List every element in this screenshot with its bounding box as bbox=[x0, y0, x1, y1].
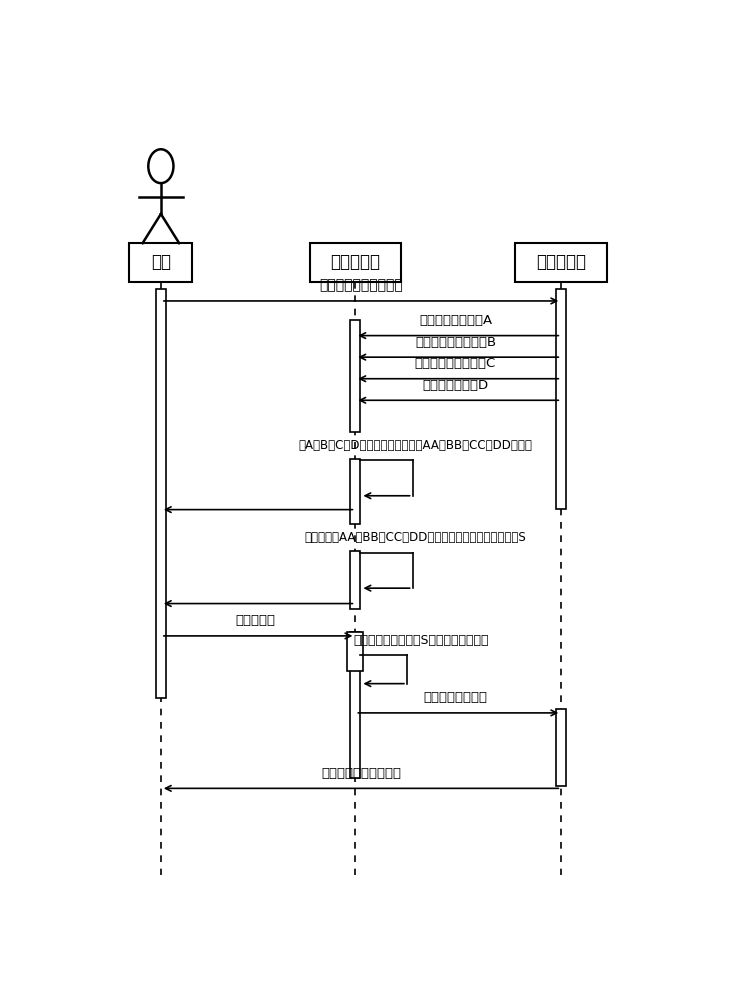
Bar bbox=[156, 289, 166, 698]
Text: 返回缺陷预警分析结果: 返回缺陷预警分析结果 bbox=[321, 767, 401, 780]
Text: 用户: 用户 bbox=[151, 253, 171, 271]
Text: 缺陷数相关特征集A: 缺陷数相关特征集A bbox=[419, 314, 492, 327]
Text: 代码提交时间特征集C: 代码提交时间特征集C bbox=[415, 357, 496, 370]
Text: 对A、B、C、D特征集采样分析得到AA、BB、CC、DD特征集: 对A、B、C、D特征集采样分析得到AA、BB、CC、DD特征集 bbox=[298, 439, 532, 452]
Text: 已有历史数据有用模块: 已有历史数据有用模块 bbox=[320, 278, 403, 292]
Bar bbox=[129, 243, 193, 282]
Bar bbox=[351, 320, 360, 432]
Text: 预警模型采用特征集S对新模块预警分析: 预警模型采用特征集S对新模块预警分析 bbox=[354, 634, 489, 647]
Bar bbox=[348, 632, 363, 671]
Bar bbox=[351, 632, 360, 778]
Text: 应用场景特征集D: 应用场景特征集D bbox=[422, 379, 489, 392]
Bar bbox=[351, 551, 360, 609]
Text: 数据服务器: 数据服务器 bbox=[537, 253, 586, 271]
Bar bbox=[556, 289, 566, 509]
Bar bbox=[351, 459, 360, 524]
Bar bbox=[516, 243, 607, 282]
Bar bbox=[310, 243, 401, 282]
Text: 预警模型对AA、BB、CC、DD特征集综合训练，得到特征集S: 预警模型对AA、BB、CC、DD特征集综合训练，得到特征集S bbox=[305, 531, 526, 544]
Text: 开发人员技能特征集B: 开发人员技能特征集B bbox=[415, 336, 496, 349]
Bar bbox=[556, 709, 566, 786]
Text: 传入预警分析结果: 传入预警分析结果 bbox=[424, 691, 487, 704]
Text: 输入新模块: 输入新模块 bbox=[235, 614, 275, 627]
Text: 业务服务器: 业务服务器 bbox=[331, 253, 380, 271]
